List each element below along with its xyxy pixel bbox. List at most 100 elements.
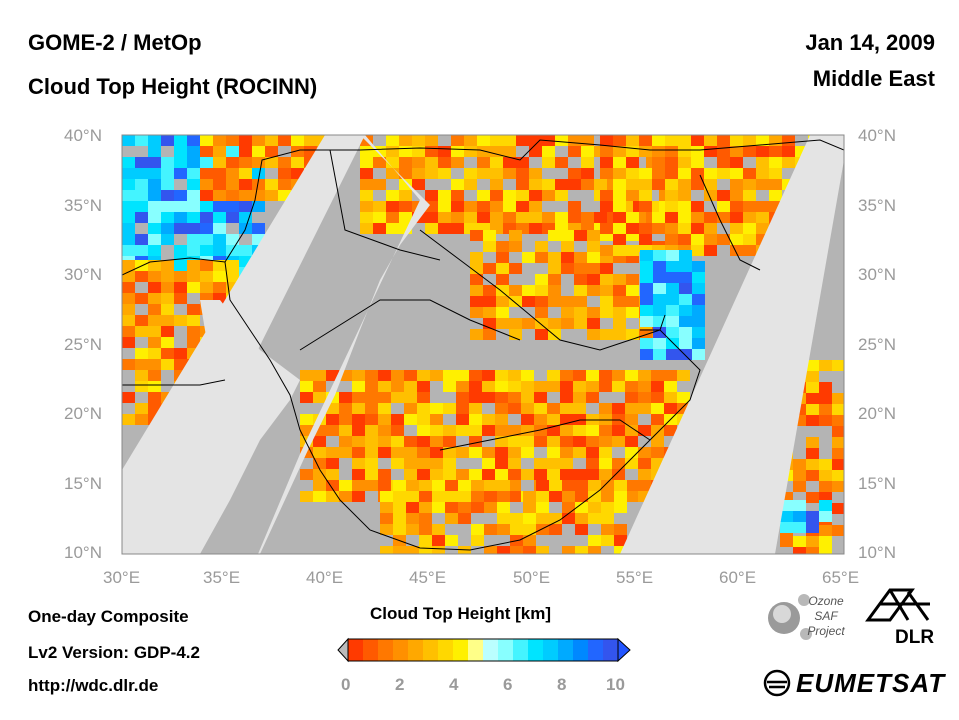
cloud-cell — [187, 245, 200, 256]
lon-label: 45°E — [409, 568, 447, 587]
cloud-cell — [678, 212, 691, 223]
cloud-cell — [599, 403, 612, 414]
cloud-cell — [575, 513, 588, 524]
cloud-cell — [326, 458, 339, 469]
cloud-cell — [561, 230, 574, 241]
cloud-cell — [443, 469, 456, 480]
cloud-cell — [510, 513, 523, 524]
cloud-cell — [600, 190, 613, 201]
colorbar-cell — [393, 639, 409, 661]
cloud-cell — [601, 535, 614, 546]
cloud-cell — [536, 502, 549, 513]
cloud-cell — [406, 524, 419, 535]
cloud-cell — [373, 146, 386, 157]
cloud-cell — [456, 447, 469, 458]
cloud-cell — [819, 511, 832, 522]
cloud-cell — [521, 403, 534, 414]
cloud-cell — [365, 480, 378, 491]
cloud-cell — [122, 168, 135, 179]
cloud-cell — [252, 135, 265, 146]
cloud-cell — [200, 223, 213, 234]
cloud-cell — [443, 370, 456, 381]
cloud-cell — [148, 337, 161, 348]
cloud-cell — [503, 223, 516, 234]
cloud-cell — [581, 223, 594, 234]
cloud-cell — [503, 157, 516, 168]
lat-label: 35°N — [64, 196, 102, 215]
colorbar-cell — [423, 639, 439, 661]
cloud-cell — [135, 157, 148, 168]
cloud-cell — [646, 201, 659, 212]
cloud-cell — [691, 201, 704, 212]
cloud-cell — [620, 201, 633, 212]
cloud-cell — [508, 447, 521, 458]
cloud-cell — [187, 260, 200, 271]
cloud-cell — [187, 201, 200, 212]
cloud-cell — [614, 546, 627, 554]
cloud-cell — [148, 403, 161, 414]
cloud-cell — [612, 425, 625, 436]
cloud-cell — [626, 274, 639, 285]
cloud-cell — [432, 546, 445, 554]
cloud-cell — [581, 146, 594, 157]
cloud-cell — [806, 547, 819, 554]
cloud-cell — [495, 381, 508, 392]
dlr-emblem-icon — [865, 588, 930, 622]
cloud-cell — [573, 436, 586, 447]
cloud-cell — [291, 168, 304, 179]
cloud-cell — [574, 263, 587, 274]
cloud-cell — [600, 263, 613, 274]
cloud-cell — [339, 370, 352, 381]
cloud-cell — [756, 223, 769, 234]
cloud-cell — [213, 282, 226, 293]
cloud-cell — [122, 234, 135, 245]
cloud-cell — [613, 201, 626, 212]
cloud-cell — [653, 294, 666, 305]
cloud-cell — [600, 157, 613, 168]
cloud-cell — [425, 146, 438, 157]
cloud-cell — [483, 263, 496, 274]
cloud-cell — [451, 179, 464, 190]
colorbar-cell — [408, 639, 424, 661]
cloud-cell — [666, 349, 679, 360]
cloud-cell — [122, 392, 135, 403]
cloud-cell — [313, 469, 326, 480]
cloud-cell — [588, 513, 601, 524]
cloud-cell — [200, 179, 213, 190]
cloud-cell — [122, 190, 135, 201]
cloud-cell — [490, 146, 503, 157]
cloud-cell — [542, 146, 555, 157]
cloud-cell — [612, 469, 625, 480]
cloud-cell — [574, 252, 587, 263]
cloud-cell — [380, 502, 393, 513]
cloud-cell — [161, 359, 174, 370]
cloud-cell — [756, 157, 769, 168]
cloud-cell — [652, 168, 665, 179]
cloud-cell — [730, 190, 743, 201]
cloud-cell — [638, 403, 651, 414]
lat-label: 40°N — [858, 126, 896, 145]
cloud-cell — [122, 326, 135, 337]
swath-gap — [620, 135, 844, 554]
colorbar-cell — [483, 639, 499, 661]
cloud-cell — [613, 245, 626, 256]
cloud-cell — [352, 480, 365, 491]
cloud-cell — [613, 157, 626, 168]
cloud-cell — [503, 201, 516, 212]
cloud-cell — [664, 392, 677, 403]
cloud-cell — [639, 135, 652, 146]
cloud-cell — [549, 524, 562, 535]
cloud-cell — [529, 179, 542, 190]
cloud-cell — [483, 230, 496, 241]
cloud-cell — [730, 179, 743, 190]
cloud-cell — [743, 223, 756, 234]
cloud-cell — [717, 201, 730, 212]
cloud-cell — [326, 370, 339, 381]
cloud-cell — [568, 223, 581, 234]
cloud-cell — [509, 318, 522, 329]
cloud-cell — [122, 223, 135, 234]
cloud-cell — [678, 223, 691, 234]
eumetsat-swoosh-icon — [763, 669, 791, 697]
cloud-cell — [490, 179, 503, 190]
cloud-cell — [613, 307, 626, 318]
